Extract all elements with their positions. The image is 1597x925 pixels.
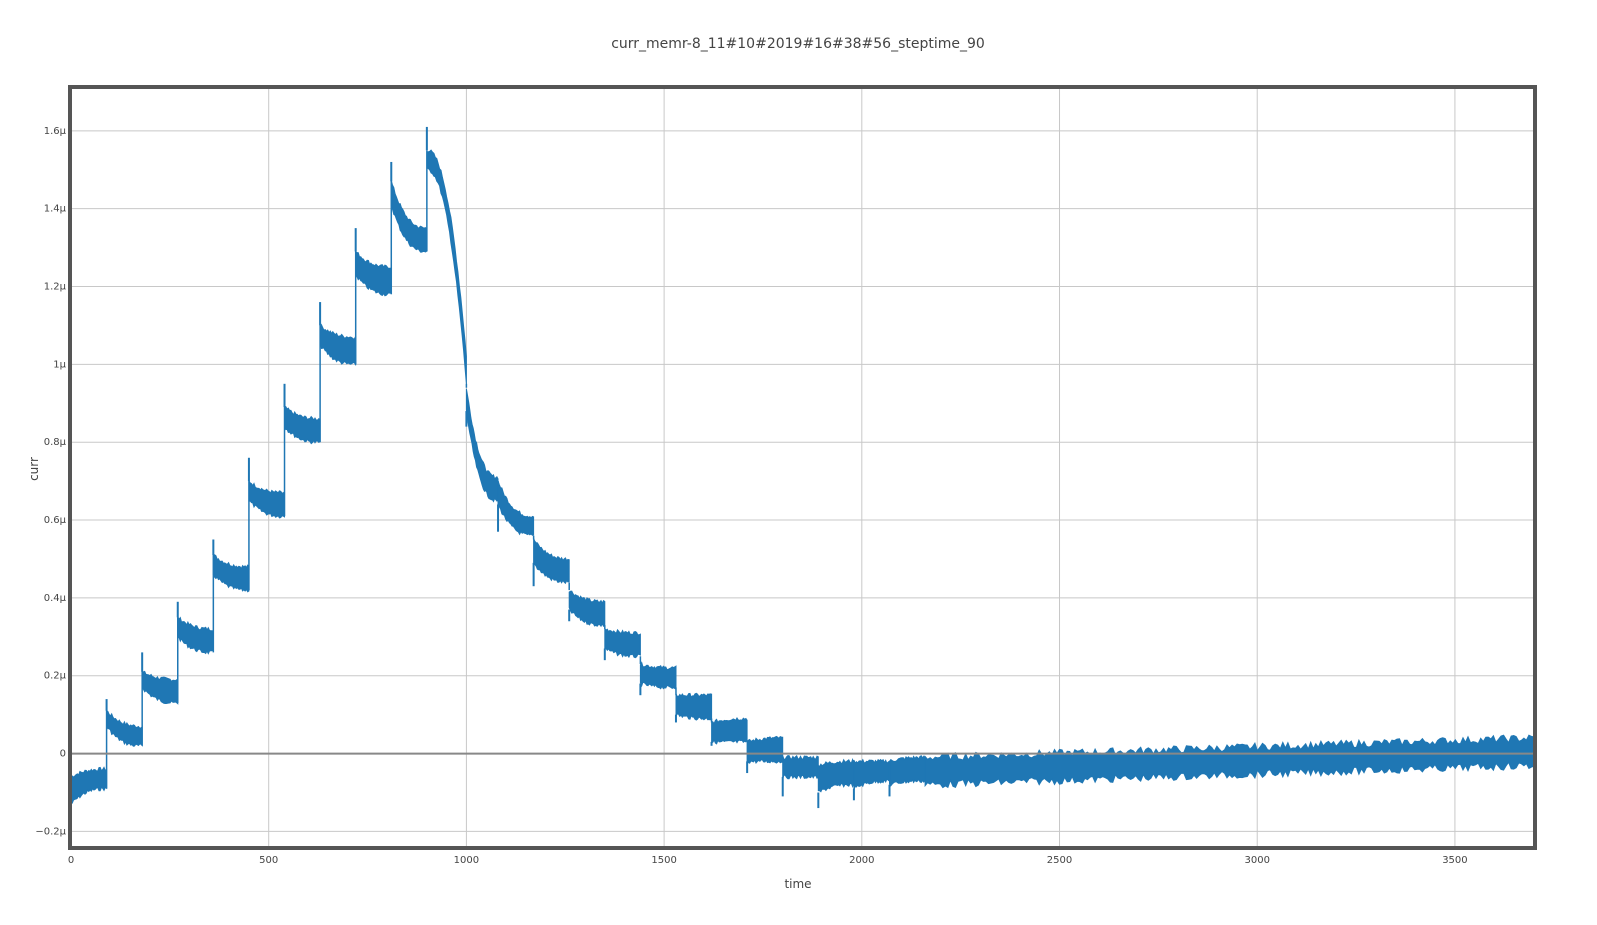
x-tick-label: 1500 xyxy=(651,855,676,866)
series-segment xyxy=(853,758,890,791)
plot-frame xyxy=(68,85,1537,850)
series-segment xyxy=(746,735,784,764)
series-segment xyxy=(177,616,214,655)
x-tick-label: 500 xyxy=(259,855,278,866)
series-segment xyxy=(355,250,392,297)
series-segment xyxy=(817,758,855,793)
x-tick-labels: 0 500 1000 1500 2000 2500 3000 3500 xyxy=(68,855,1468,866)
series-segment xyxy=(248,480,285,519)
x-tick-label: 3000 xyxy=(1244,855,1269,866)
series-segment xyxy=(675,692,713,721)
series-segment xyxy=(568,590,606,628)
series-segment xyxy=(284,405,321,445)
x-tick-label: 3500 xyxy=(1442,855,1467,866)
y-tick-label: 1μ xyxy=(53,359,66,370)
series-segment xyxy=(319,323,357,366)
series-segment xyxy=(533,538,570,585)
x-tick-label: 2500 xyxy=(1047,855,1072,866)
series-segment xyxy=(141,670,179,705)
chart-title: curr_memr-8_11#10#2019#16#38#56_steptime… xyxy=(611,36,985,52)
series-segment xyxy=(212,554,250,593)
x-tick-label: 1000 xyxy=(454,855,479,866)
grid-lines xyxy=(70,88,1534,847)
x-tick-label: 2000 xyxy=(849,855,874,866)
series-segment xyxy=(604,627,641,659)
y-tick-label: 0.8μ xyxy=(44,437,67,448)
y-tick-label: 1.6μ xyxy=(44,126,67,137)
series-segment xyxy=(924,734,1535,789)
series-segment xyxy=(70,766,108,806)
y-tick-label: −0.2μ xyxy=(35,826,66,837)
series-segment xyxy=(711,717,748,745)
y-tick-label: 0.6μ xyxy=(44,515,67,526)
series-segment xyxy=(106,709,143,747)
data-series xyxy=(70,126,1535,809)
y-axis-title: curr xyxy=(27,457,41,481)
series-segment xyxy=(426,149,467,385)
y-tick-labels: −0.2μ 0 0.2μ 0.4μ 0.6μ 0.8μ 1μ 1.2μ 1.4μ 1.6μ xyxy=(35,126,66,838)
series-segment xyxy=(889,755,926,787)
series-segment xyxy=(639,661,677,691)
x-tick-label: 0 xyxy=(68,855,74,866)
y-tick-label: 1.2μ xyxy=(44,282,67,293)
series-segment xyxy=(390,180,428,253)
series-segment xyxy=(497,480,535,536)
y-tick-label: 1.4μ xyxy=(44,204,67,215)
series-segment xyxy=(782,755,819,780)
series-segment xyxy=(465,388,499,503)
y-tick-label: 0 xyxy=(60,749,66,760)
y-tick-label: 0.4μ xyxy=(44,593,67,604)
y-tick-label: 0.2μ xyxy=(44,671,67,682)
x-axis-title: time xyxy=(784,877,811,891)
